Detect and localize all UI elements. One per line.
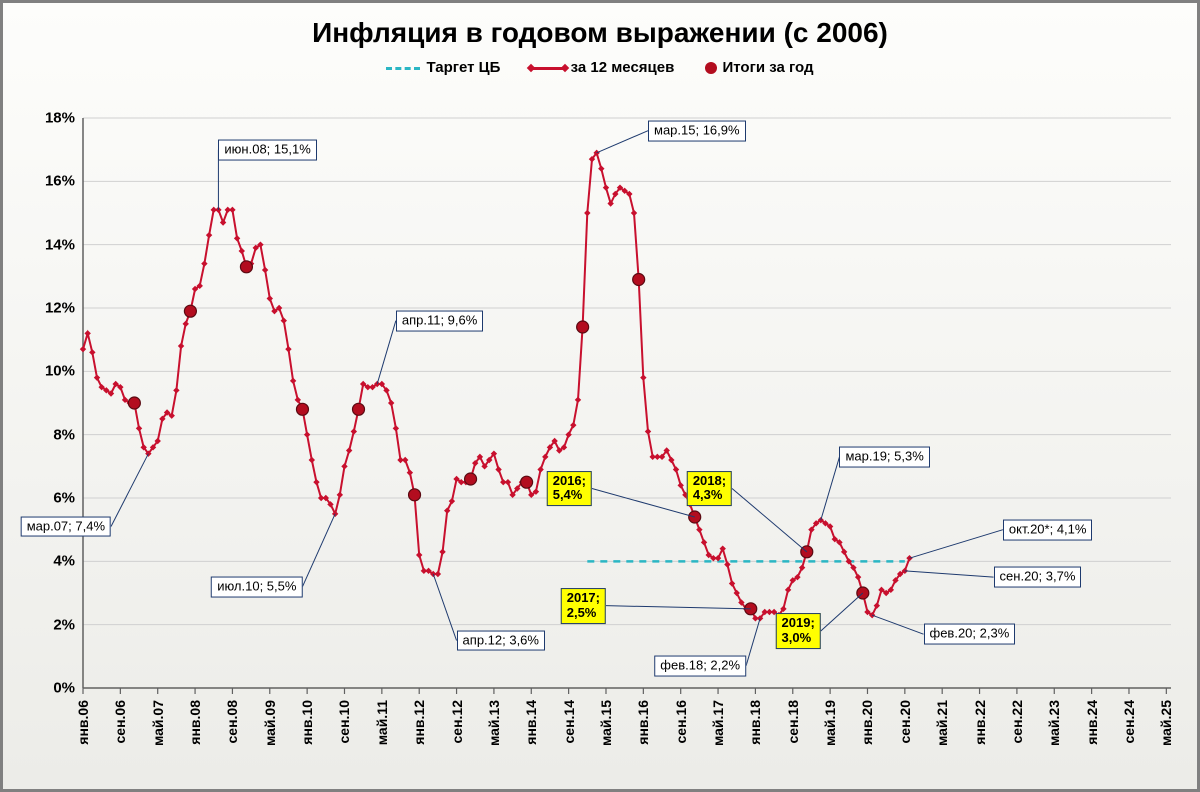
y-tick-label: 4% xyxy=(53,553,75,570)
x-tick-label: май.21 xyxy=(934,696,950,746)
legend: Таргет ЦБ за 12 месяцев Итоги за год xyxy=(3,59,1197,76)
y-tick-label: 12% xyxy=(45,300,75,317)
x-tick-label: сен.20 xyxy=(897,696,913,744)
callout-label: апр.12; 3,6% xyxy=(457,630,545,651)
x-tick-label: янв.18 xyxy=(747,696,763,745)
chart-title: Инфляция в годовом выражении (с 2006) xyxy=(3,17,1197,49)
x-tick-label: май.23 xyxy=(1046,696,1062,746)
callout-label: мар.19; 5,3% xyxy=(839,446,929,467)
x-tick-label: сен.24 xyxy=(1121,696,1137,744)
y-tick-label: 18% xyxy=(45,110,75,127)
y-tick-label: 8% xyxy=(53,426,75,443)
callout-label: 2016;5,4% xyxy=(547,471,592,507)
callout-label: сен.20; 3,7% xyxy=(994,567,1082,588)
x-tick-label: янв.16 xyxy=(635,696,651,745)
x-tick-label: янв.22 xyxy=(972,696,988,745)
x-tick-label: янв.14 xyxy=(523,696,539,745)
y-tick-label: 10% xyxy=(45,363,75,380)
x-tick-label: май.09 xyxy=(262,696,278,746)
x-tick-label: янв.10 xyxy=(299,696,315,745)
legend-swatch-dot xyxy=(705,62,717,74)
x-tick-label: сен.22 xyxy=(1009,696,1025,744)
chart-frame: Инфляция в годовом выражении (с 2006) Та… xyxy=(0,0,1200,792)
x-tick-label: май.07 xyxy=(150,696,166,746)
x-tick-label: май.25 xyxy=(1158,696,1174,746)
x-tick-label: сен.16 xyxy=(673,696,689,744)
legend-label-dot: Итоги за год xyxy=(723,59,814,76)
y-tick-label: 14% xyxy=(45,236,75,253)
callout-label: фев.20; 2,3% xyxy=(924,624,1016,645)
callout-label: июл.10; 5,5% xyxy=(211,576,302,597)
callout-label: апр.11; 9,6% xyxy=(396,310,483,331)
x-tick-label: май.19 xyxy=(822,696,838,746)
callout-label: мар.07; 7,4% xyxy=(21,516,111,537)
plot-svg xyxy=(83,118,1171,688)
callout-label: 2018;4,3% xyxy=(687,471,732,507)
y-tick-label: 0% xyxy=(53,680,75,697)
legend-swatch-line xyxy=(531,67,565,70)
callout-label: 2017;2,5% xyxy=(561,588,606,624)
y-tick-label: 2% xyxy=(53,616,75,633)
x-tick-label: янв.08 xyxy=(187,696,203,745)
x-tick-label: сен.12 xyxy=(449,696,465,744)
callout-label: 2019;3,0% xyxy=(776,613,821,649)
x-tick-label: сен.06 xyxy=(112,696,128,744)
y-tick-label: 16% xyxy=(45,173,75,190)
callout-label: фев.18; 2,2% xyxy=(654,655,746,676)
x-tick-label: май.15 xyxy=(598,696,614,746)
x-tick-label: янв.12 xyxy=(411,696,427,745)
x-tick-label: янв.24 xyxy=(1084,696,1100,745)
x-tick-label: сен.14 xyxy=(561,696,577,744)
x-tick-label: сен.18 xyxy=(785,696,801,744)
x-tick-label: май.11 xyxy=(374,696,390,745)
legend-label-target: Таргет ЦБ xyxy=(426,59,500,76)
y-tick-label: 6% xyxy=(53,490,75,507)
x-tick-label: май.13 xyxy=(486,696,502,746)
callout-label: июн.08; 15,1% xyxy=(218,139,316,160)
x-tick-label: сен.10 xyxy=(336,696,352,744)
x-tick-label: янв.20 xyxy=(859,696,875,745)
legend-label-line: за 12 месяцев xyxy=(571,59,675,76)
x-tick-label: янв.06 xyxy=(75,696,91,745)
plot-area: 0%2%4%6%8%10%12%14%16%18%янв.06сен.06май… xyxy=(83,118,1171,688)
x-tick-label: сен.08 xyxy=(224,696,240,744)
legend-swatch-target xyxy=(386,67,420,70)
callout-label: окт.20*; 4,1% xyxy=(1003,519,1093,540)
x-tick-label: май.17 xyxy=(710,696,726,746)
callout-label: мар.15; 16,9% xyxy=(648,120,746,141)
